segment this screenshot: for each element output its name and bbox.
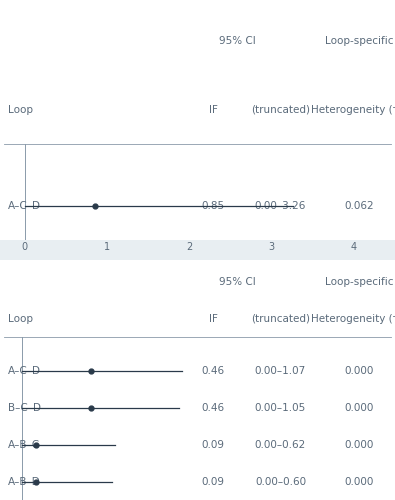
Text: B–C–D: B–C–D bbox=[8, 402, 41, 412]
Text: 0.85: 0.85 bbox=[202, 201, 225, 211]
Text: 0.00–3.26: 0.00–3.26 bbox=[255, 201, 306, 211]
Text: 0.00–0.60: 0.00–0.60 bbox=[255, 476, 306, 486]
Text: Loop-specific: Loop-specific bbox=[325, 36, 394, 46]
Text: 0.000: 0.000 bbox=[345, 366, 374, 376]
Text: IF: IF bbox=[209, 105, 218, 115]
Text: Loop: Loop bbox=[8, 314, 33, 324]
Text: 0.00–1.07: 0.00–1.07 bbox=[255, 366, 306, 376]
Text: 0.46: 0.46 bbox=[202, 402, 225, 412]
Text: A–B–C: A–B–C bbox=[8, 440, 40, 450]
Text: 95% CI: 95% CI bbox=[218, 277, 256, 287]
Text: A–C–D: A–C–D bbox=[8, 201, 41, 211]
Text: 0.000: 0.000 bbox=[345, 402, 374, 412]
Text: 0.09: 0.09 bbox=[202, 440, 225, 450]
Text: 95% CI: 95% CI bbox=[218, 36, 256, 46]
Text: A–B–D: A–B–D bbox=[8, 476, 41, 486]
Text: Loop: Loop bbox=[8, 105, 33, 115]
Text: 0.000: 0.000 bbox=[345, 440, 374, 450]
Text: 0.46: 0.46 bbox=[202, 366, 225, 376]
Text: 0.00–1.05: 0.00–1.05 bbox=[255, 402, 306, 412]
Text: 0.062: 0.062 bbox=[344, 201, 374, 211]
Text: 0.00–0.62: 0.00–0.62 bbox=[255, 440, 306, 450]
Text: 0.09: 0.09 bbox=[202, 476, 225, 486]
Text: IF: IF bbox=[209, 314, 218, 324]
Text: 0.000: 0.000 bbox=[345, 476, 374, 486]
Text: A–C–D: A–C–D bbox=[8, 366, 41, 376]
Text: (truncated): (truncated) bbox=[251, 105, 310, 115]
Text: (truncated): (truncated) bbox=[251, 314, 310, 324]
Text: Heterogeneity (τ²): Heterogeneity (τ²) bbox=[311, 105, 395, 115]
Text: Loop-specific: Loop-specific bbox=[325, 277, 394, 287]
Text: Heterogeneity (τ²): Heterogeneity (τ²) bbox=[311, 314, 395, 324]
